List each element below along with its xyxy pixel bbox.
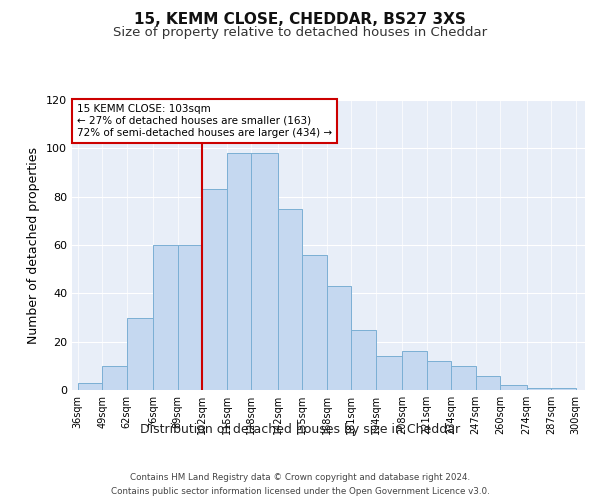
Text: 15 KEMM CLOSE: 103sqm
← 27% of detached houses are smaller (163)
72% of semi-det: 15 KEMM CLOSE: 103sqm ← 27% of detached …: [77, 104, 332, 138]
Bar: [476, 376, 500, 390]
Bar: [376, 356, 402, 390]
Text: Size of property relative to detached houses in Cheddar: Size of property relative to detached ho…: [113, 26, 487, 39]
Bar: [227, 153, 251, 390]
Bar: [202, 190, 227, 390]
Bar: [402, 352, 427, 390]
Text: Contains HM Land Registry data © Crown copyright and database right 2024.: Contains HM Land Registry data © Crown c…: [130, 472, 470, 482]
Bar: [427, 361, 451, 390]
Text: Distribution of detached houses by size in Cheddar: Distribution of detached houses by size …: [140, 422, 460, 436]
Bar: [326, 286, 351, 390]
Bar: [153, 245, 178, 390]
Y-axis label: Number of detached properties: Number of detached properties: [28, 146, 40, 344]
Bar: [500, 385, 527, 390]
Bar: [77, 383, 102, 390]
Bar: [351, 330, 376, 390]
Bar: [527, 388, 551, 390]
Bar: [551, 388, 575, 390]
Bar: [127, 318, 153, 390]
Bar: [178, 245, 202, 390]
Bar: [102, 366, 127, 390]
Text: 15, KEMM CLOSE, CHEDDAR, BS27 3XS: 15, KEMM CLOSE, CHEDDAR, BS27 3XS: [134, 12, 466, 28]
Text: Contains public sector information licensed under the Open Government Licence v3: Contains public sector information licen…: [110, 488, 490, 496]
Bar: [278, 209, 302, 390]
Bar: [302, 254, 326, 390]
Bar: [251, 153, 278, 390]
Bar: [451, 366, 476, 390]
